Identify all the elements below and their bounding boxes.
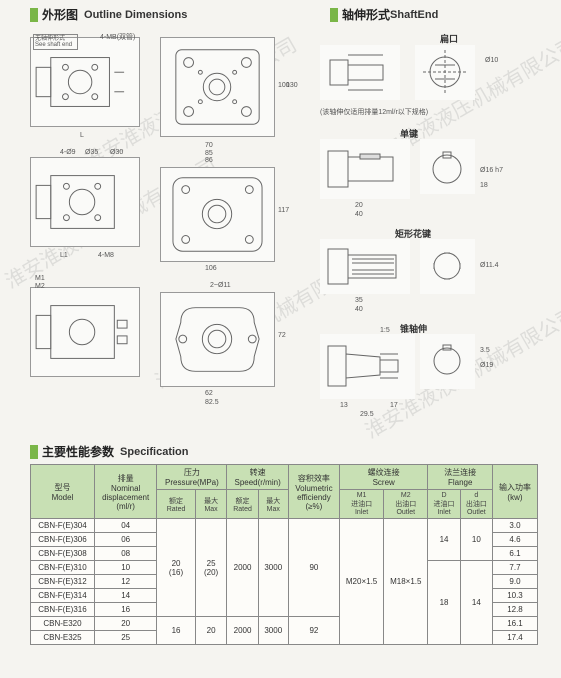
dim-d30: Ø30 [110,149,123,156]
front-view-1 [160,37,275,137]
th-srated: 额定Rated [227,490,258,519]
pump-side-view-2 [30,157,140,247]
dim-d40a: 4-Ø9 [60,149,76,156]
dim-m1: M1 [35,275,45,282]
th-eff: 容积效率Volumetricefficiendy(≥%) [288,465,339,519]
dim-d10: Ø10 [485,57,498,64]
dim-40c: 40 [355,306,363,313]
titles-row: 外形图 Outline Dimensions 轴伸形式 ShaftEnd [0,0,561,27]
dim-16h7: Ø16 h7 [480,167,503,174]
dim-117: 117 [278,207,289,214]
dim-40: 40 [355,211,363,218]
front-view-2 [160,167,275,262]
accent-bar [30,445,38,459]
dim-3_5: 3.5 [480,347,490,354]
outline-en: Outline Dimensions [84,9,187,21]
accent-bar [30,8,38,22]
outline-cn: 外形图 [42,6,78,23]
th-power: 输入功率(kw) [492,465,537,519]
shaft-taper-end [420,334,475,389]
dankou-label: 扁口 [440,32,458,45]
dim-19: Ø19 [480,362,493,369]
drawings-area: 淮安淮液液压机械有限公司 淮安淮液液压机械有限公司 淮安淮液液压机械有限公司 淮… [20,27,541,437]
dim-13: 13 [340,402,348,409]
th-smax: 最大Max [258,490,288,519]
see-shaft-label: 无轴伸形式See shaft end [33,34,78,50]
dim-70: 70 [205,142,213,149]
dim-l: L [80,132,84,139]
table-row: CBN-F(E)304 04 20(16) 25(20) 2000 3000 9… [31,519,538,533]
shaft-key-side [320,139,410,199]
th-disp: 排量Nominaldisplacement(ml/r) [94,465,156,519]
pump-side-view-1 [30,37,140,127]
dim-m2: M2 [35,283,45,290]
dim-taper: 1:5 [380,327,390,334]
dim-29_5: 29.5 [360,411,374,418]
shaft-spline-end [420,239,475,294]
spec-cn: 主要性能参数 [42,443,114,460]
th-pmax: 最大Max [195,490,227,519]
dim-86: 86 [205,157,213,164]
th-model: 型号Model [31,465,95,519]
spec-table: 型号Model 排量Nominaldisplacement(ml/r) 压力Pr… [30,464,538,645]
shaft-spline-side [320,239,410,294]
outline-title: 外形图 Outline Dimensions [30,6,320,23]
dim-35c: 35 [355,297,363,304]
th-pressure: 压力Pressure(MPa) [157,465,227,490]
th-D: D进油口Inlet [428,490,460,519]
dim-82: 82.5 [205,399,219,406]
dim-62: 62 [205,390,213,397]
dim-m8: 4-MB(双管) [100,32,135,42]
front-view-3 [160,292,275,387]
spec-title: 主要性能参数 Specification [30,443,561,460]
shaft-note: (该轴伸仅适用排量12ml/r以下规格) [320,107,428,117]
th-speed: 转速Speed(r/min) [227,465,288,490]
dim-20: 20 [355,202,363,209]
spec-tbody: CBN-F(E)304 04 20(16) 25(20) 2000 3000 9… [31,519,538,645]
th-d: d出油口Outlet [460,490,492,519]
th-flange: 法兰连接Flange [428,465,493,490]
dim-m8b: 4-M8 [98,252,114,259]
spec-thead: 型号Model 排量Nominaldisplacement(ml/r) 压力Pr… [31,465,538,519]
dim-85: 85 [205,150,213,157]
pump-side-view-3 [30,287,140,377]
dim-18: 18 [480,182,488,189]
th-m1: M1进油口Inlet [339,490,383,519]
shaftend-cn: 轴伸形式 [342,6,390,23]
th-screw: 螺纹连接Screw [339,465,427,490]
shaftend-en: ShaftEnd [390,9,438,21]
dim-d35: Ø35 [85,149,98,156]
dim-d11: 2~Ø11 [210,282,231,289]
dim-106: 106 [205,265,217,272]
shaft-flat-side [320,45,400,100]
dim-72: 72 [278,332,286,339]
th-prated: 额定Rated [157,490,195,519]
shaftend-title: 轴伸形式 ShaftEnd [330,6,560,23]
th-m2: M2出油口Outlet [384,490,428,519]
spec-en: Specification [120,446,188,458]
shaft-taper-side [320,334,415,399]
shaft-key-end [420,139,475,194]
dim-130: 130 [286,82,298,89]
dim-17: 17 [390,402,398,409]
dim-l1: L1 [60,252,68,259]
shaft-flat-end [415,45,475,100]
accent-bar [330,8,338,22]
dim-11_4: Ø11.4 [480,262,499,269]
